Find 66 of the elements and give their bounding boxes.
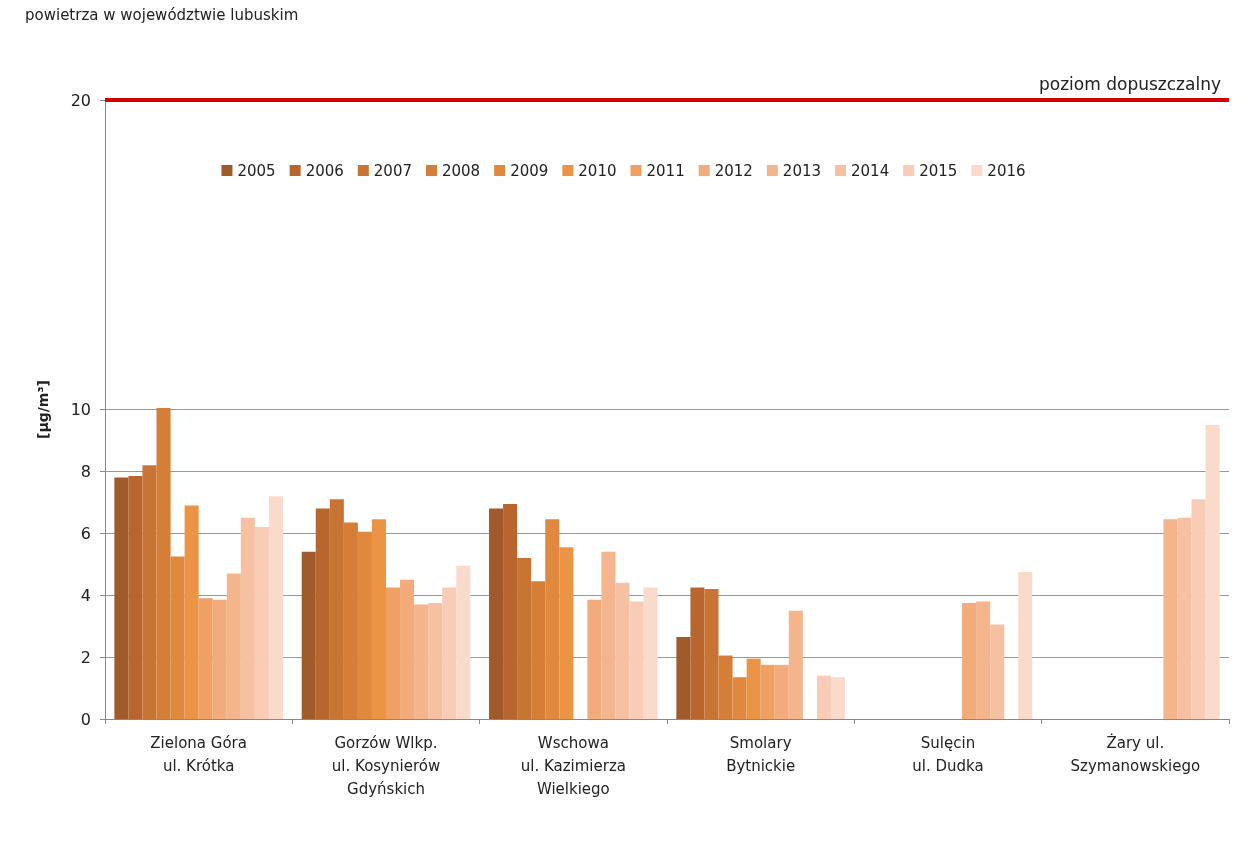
bar xyxy=(240,517,255,719)
x-tick-label: Wschowa ul. Kazimierza Wielkiego xyxy=(520,733,626,798)
y-tick-label: 10 xyxy=(70,400,91,419)
bar xyxy=(503,503,518,719)
y-tick-label: 20 xyxy=(70,90,91,110)
y-tick-label: 6 xyxy=(80,523,91,543)
bar xyxy=(442,587,457,719)
bar xyxy=(456,565,471,719)
legend-label: 2014 xyxy=(851,161,890,180)
x-tick-label: Zielona Góra ul. Krótka xyxy=(150,733,247,775)
bar xyxy=(212,599,227,719)
bar xyxy=(690,587,705,719)
legend-label: 2005 xyxy=(237,161,276,180)
bar xyxy=(788,610,803,719)
bar xyxy=(976,601,991,719)
legend-label: 2011 xyxy=(646,161,685,180)
bar xyxy=(760,664,775,719)
legend-label: 2012 xyxy=(714,161,753,180)
bar xyxy=(615,582,630,719)
bar xyxy=(1191,499,1206,719)
legend-label: 2007 xyxy=(373,161,412,180)
bar xyxy=(774,664,789,719)
bar xyxy=(1205,424,1220,719)
legend-label: 2015 xyxy=(919,161,958,180)
y-axis-title: [µg/m³] xyxy=(35,380,51,439)
legend-label: 2016 xyxy=(987,161,1026,180)
bar xyxy=(489,508,504,719)
bar xyxy=(301,551,316,719)
bar xyxy=(601,551,616,719)
legend-label: 2006 xyxy=(305,161,344,180)
bar xyxy=(114,477,129,719)
bar xyxy=(315,508,330,719)
y-tick-label: 4 xyxy=(80,585,91,605)
bar xyxy=(629,601,644,719)
bar xyxy=(643,587,658,719)
bar xyxy=(962,602,977,719)
bar xyxy=(198,598,213,719)
legend-label: 2010 xyxy=(578,161,617,180)
bar xyxy=(128,476,143,719)
bar xyxy=(1018,571,1033,719)
bar xyxy=(400,579,415,719)
chart-title: powietrza w województwie lubuskim xyxy=(25,5,299,24)
x-tick-label: Sulęcin ul. Dudka xyxy=(912,733,984,775)
legend-label: 2013 xyxy=(782,161,822,180)
legend-label: 2008 xyxy=(441,161,481,180)
bar xyxy=(268,496,283,719)
ref-line-label: poziom dopuszczalny xyxy=(1039,73,1221,94)
bar xyxy=(428,602,443,719)
y-tick-label: 2 xyxy=(80,647,91,667)
bar xyxy=(816,675,831,719)
bar xyxy=(587,599,602,719)
bar xyxy=(386,587,401,719)
x-tick-label: Gorzów Wlkp. ul. Kosynierów Gdyńskich xyxy=(331,733,441,798)
y-tick-label: 0 xyxy=(80,709,91,729)
bar xyxy=(254,527,269,719)
legend-label: 2009 xyxy=(510,161,549,180)
bar xyxy=(1177,517,1192,719)
bar xyxy=(226,573,241,719)
bar xyxy=(1163,519,1178,719)
bar xyxy=(990,624,1005,719)
bar xyxy=(414,604,429,719)
bar xyxy=(676,636,691,719)
x-tick-label: Żary ul. Szymanowskiego xyxy=(1070,732,1201,775)
x-tick-label: Smolary Bytnickie xyxy=(726,733,796,775)
y-tick-label: 8 xyxy=(80,461,91,481)
bar xyxy=(830,677,845,719)
